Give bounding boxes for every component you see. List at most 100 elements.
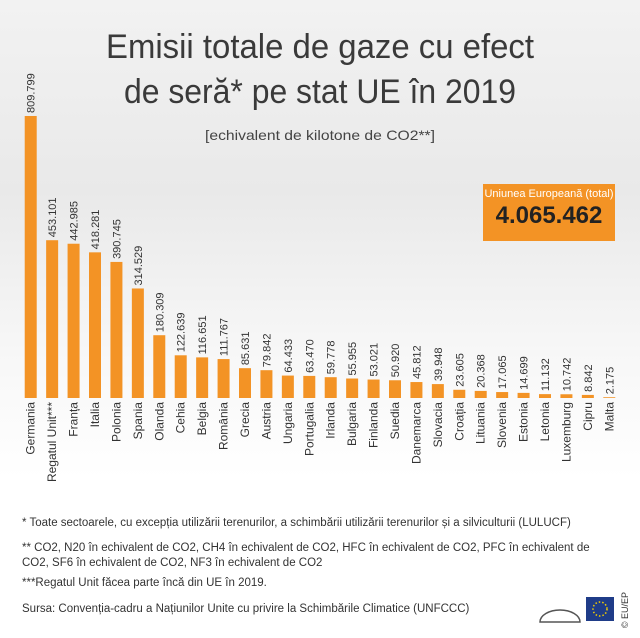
x-tick-label: Belgia	[195, 402, 209, 436]
x-tick-label: Malta	[602, 402, 616, 432]
x-tick-label: Letonia	[538, 402, 552, 442]
bar	[539, 394, 551, 398]
value-label: 180.309	[154, 292, 166, 332]
value-label: 14.699	[519, 356, 531, 390]
total-box	[483, 184, 615, 241]
bar	[89, 252, 101, 398]
value-label: 11.132	[540, 358, 552, 391]
bar	[431, 384, 444, 398]
x-tick-label: Olanda	[152, 402, 166, 441]
bar	[581, 394, 594, 398]
value-label: 63.470	[304, 339, 316, 373]
footnote: * Toate sectoarele, cu excepția utilizăr…	[22, 517, 571, 529]
bar	[560, 394, 573, 398]
bar	[496, 392, 509, 398]
total-label: Uniunea Europeană (total)	[484, 188, 613, 200]
value-label: 453.101	[47, 197, 59, 237]
value-label: 418.281	[90, 210, 102, 250]
bar	[110, 261, 123, 398]
value-label: 85.631	[240, 332, 252, 366]
x-tick-label: Suedia	[388, 402, 402, 440]
value-label: 64.433	[283, 339, 295, 373]
x-tick-label: Regatul Unit***	[45, 402, 59, 482]
value-label: 10.742	[561, 358, 573, 392]
source: Sursa: Convenția-cadru a Națiunilor Unit…	[22, 603, 470, 615]
value-label: 59.778	[326, 341, 338, 375]
value-label: 8.842	[583, 364, 595, 392]
x-tick-label: Italia	[88, 402, 102, 428]
bar	[196, 357, 209, 398]
bar	[67, 243, 80, 398]
x-tick-label: Slovacia	[431, 402, 445, 448]
chart-subtitle: [echivalent de kilotone de CO2**]	[205, 127, 435, 143]
value-label: 53.021	[369, 343, 381, 377]
x-tick-label: Estonia	[517, 402, 531, 442]
bar	[153, 335, 166, 398]
chart: Emisii totale de gaze cu efect de seră* …	[24, 28, 617, 482]
value-label: 116.651	[197, 315, 209, 354]
x-tick-label: Lituania	[474, 402, 488, 444]
eu-flag	[586, 597, 614, 621]
x-tick-label: Luxemburg	[559, 402, 573, 462]
bar	[46, 240, 59, 398]
chart-title: de seră* pe stat UE în 2019	[124, 73, 516, 111]
value-label: 50.920	[390, 344, 402, 378]
x-tick-label: Ungaria	[281, 402, 295, 444]
total-value: 4.065.462	[496, 202, 603, 229]
bar	[131, 288, 144, 398]
x-tick-label: Spania	[131, 402, 145, 440]
bar	[389, 380, 401, 398]
x-tick-label: Finlanda	[367, 402, 381, 448]
value-label: 17.065	[497, 355, 509, 389]
value-label: 122.639	[176, 313, 188, 353]
value-label: 39.948	[433, 347, 445, 381]
value-label: 23.605	[454, 353, 466, 387]
x-tick-label: Austria	[259, 402, 273, 440]
value-label: 55.955	[347, 342, 359, 376]
value-label: 20.368	[476, 354, 488, 388]
bar	[281, 375, 294, 398]
eu-stars	[592, 601, 608, 617]
bar	[24, 115, 37, 399]
bar	[453, 389, 466, 398]
credit: © EU/EP	[620, 592, 630, 628]
value-label: 45.812	[411, 345, 423, 379]
bar	[517, 392, 530, 398]
bar	[174, 355, 187, 398]
bar	[260, 370, 273, 398]
x-tick-label: Irlanda	[324, 402, 338, 439]
bar	[474, 390, 487, 398]
value-label: 111.767	[219, 318, 231, 356]
value-label: 79.842	[261, 334, 273, 368]
footnote: ** CO2, N20 în echivalent de CO2, CH4 în…	[22, 542, 590, 569]
bar	[410, 382, 423, 398]
x-tick-label: Germania	[24, 402, 38, 455]
x-tick-label: Bulgaria	[345, 402, 359, 446]
value-label: 2.175	[604, 367, 616, 395]
bar	[239, 368, 251, 398]
parliament-icon	[539, 609, 581, 623]
x-tick-label: Danemarca	[409, 402, 423, 464]
bar	[217, 359, 230, 398]
bar	[324, 377, 337, 398]
value-label: 390.745	[111, 219, 123, 259]
value-label: 809.799	[26, 73, 38, 113]
bar	[346, 378, 359, 398]
bar	[603, 397, 616, 398]
bar	[303, 375, 316, 398]
value-label: 314.529	[133, 246, 145, 286]
bar	[367, 379, 380, 398]
x-tick-label: Portugalia	[302, 402, 316, 456]
x-tick-label: Cipru	[581, 402, 595, 431]
x-tick-label: Croația	[452, 402, 466, 441]
x-tick-label: România	[217, 402, 231, 450]
x-tick-label: Cehia	[174, 402, 188, 434]
x-tick-label: Slovenia	[495, 402, 509, 448]
x-tick-label: Polonia	[109, 402, 123, 442]
x-tick-label: Franța	[67, 402, 81, 437]
x-tick-label: Grecia	[238, 402, 252, 438]
value-label: 442.985	[69, 201, 81, 241]
chart-title: Emisii totale de gaze cu efect	[106, 28, 535, 66]
footnote: ***Regatul Unit făcea parte încă din UE …	[22, 577, 267, 589]
